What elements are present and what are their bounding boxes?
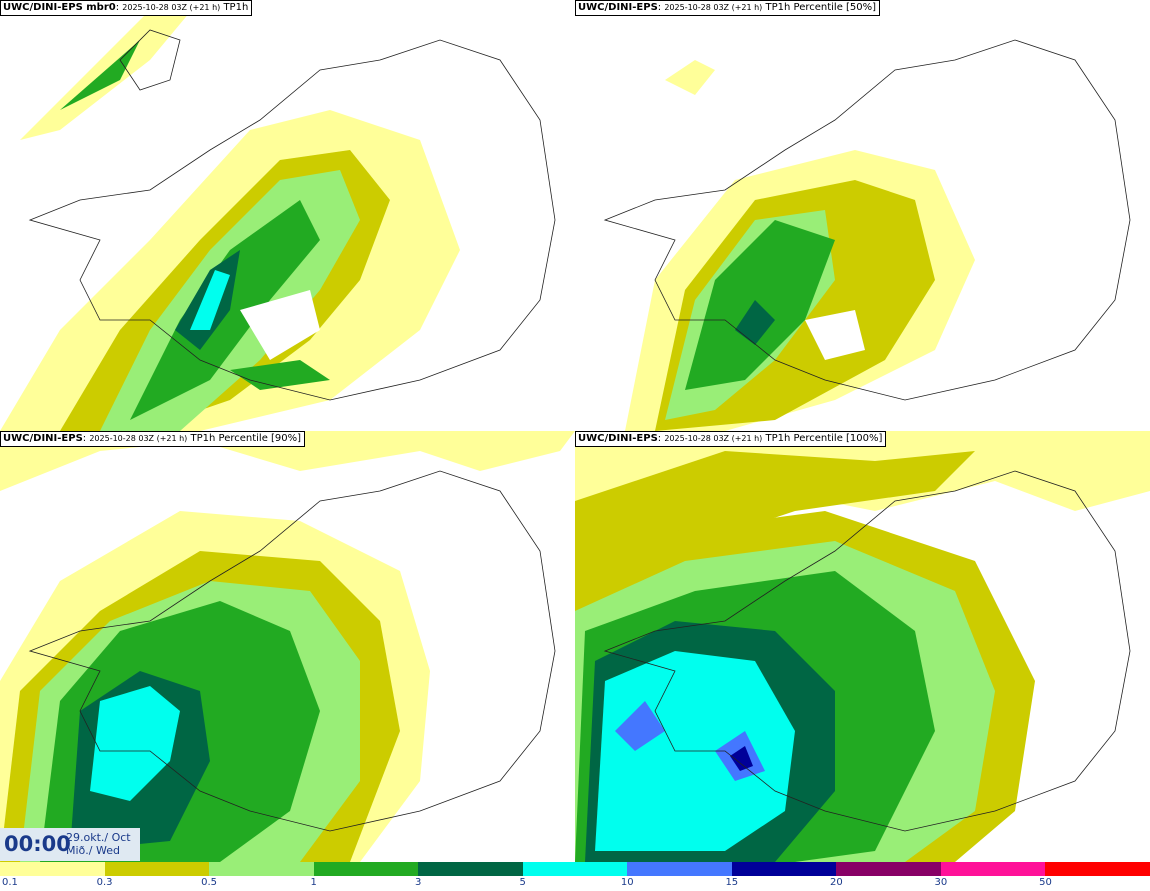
panel-title: UWC/DINI-EPS: 2025-10-28 03Z (+21 h) TP1…: [575, 0, 881, 16]
coastline: [603, 470, 1131, 832]
map-panel-p50: UWC/DINI-EPS: 2025-10-28 03Z (+21 h) TP1…: [575, 0, 1150, 431]
precip-field: [625, 60, 975, 431]
panel-product: TP1h: [223, 2, 249, 13]
colorbar-tick-label: 20: [829, 877, 843, 888]
panel-model: UWC/DINI-EPS: [578, 433, 658, 444]
colorbar-tick-label: 0.5: [201, 877, 218, 888]
panel-model: UWC/DINI-EPS: [578, 2, 658, 13]
precip-map-p50: [603, 39, 1131, 431]
colorbar-tick-label: 5: [519, 877, 526, 888]
colorbar-tick-label: 30: [934, 877, 948, 888]
precip-field: [0, 0, 460, 431]
valid-time-box: 00:00 29.okt./ Oct Mið./ Wed: [0, 828, 140, 861]
coastline: [28, 470, 556, 832]
precip-map-mbr0: [0, 0, 556, 431]
panel-model: UWC/DINI-EPS mbr0: [3, 2, 116, 13]
valid-date-line1: 29.okt./ Oct: [66, 831, 131, 844]
panel-product: TP1h Percentile [90%]: [190, 433, 302, 444]
panel-title: UWC/DINI-EPS: 2025-10-28 03Z (+21 h) TP1…: [575, 431, 887, 447]
valid-time-clock: 00:00: [4, 832, 71, 856]
coastline: [603, 39, 1131, 401]
colorbar-tick-label: 0.1: [2, 877, 18, 888]
panel-title: UWC/DINI-EPS: 2025-10-28 03Z (+21 h) TP1…: [0, 431, 306, 447]
panel-model: UWC/DINI-EPS: [3, 433, 83, 444]
panel-run: 2025-10-28 03Z (+21 h): [664, 434, 763, 443]
panel-run: 2025-10-28 03Z (+21 h): [664, 3, 763, 12]
colorbar-tick-label: 10: [620, 877, 634, 888]
panel-run: 2025-10-28 03Z (+21 h): [89, 434, 188, 443]
colorbar-cell: [209, 862, 315, 876]
valid-time-date: 29.okt./ Oct Mið./ Wed: [66, 831, 131, 857]
precip-field: [0, 431, 575, 862]
valid-date-line2: Mið./ Wed: [66, 844, 120, 857]
colorbar-tick-label: 50: [1039, 877, 1052, 888]
panel-title: UWC/DINI-EPS mbr0: 2025-10-28 03Z (+21 h…: [0, 0, 253, 16]
colorbar-cell: [1045, 862, 1150, 876]
panel-product: TP1h Percentile [100%]: [765, 433, 883, 444]
colorbar-cell: [836, 862, 942, 876]
precip-colorbar: [0, 862, 1150, 876]
colorbar-cell: [418, 862, 524, 876]
colorbar-cell: [940, 862, 1046, 876]
colorbar-tick-label: 3: [414, 877, 422, 888]
map-panel-p100: UWC/DINI-EPS: 2025-10-28 03Z (+21 h) TP1…: [575, 431, 1150, 862]
colorbar-tick-label: 1: [310, 877, 317, 888]
map-panel-p90: UWC/DINI-EPS: 2025-10-28 03Z (+21 h) TP1…: [0, 431, 575, 862]
coastline: [28, 29, 556, 401]
precip-map-p90: [0, 431, 575, 862]
colorbar-cell: [313, 862, 419, 876]
panel-product: TP1h Percentile [50%]: [765, 2, 877, 13]
colorbar-cell: [731, 862, 837, 876]
colorbar-tick-label: 0.3: [96, 877, 113, 888]
colorbar-cell: [627, 862, 733, 876]
colorbar-tick-label: 15: [725, 877, 739, 888]
colorbar-cell: [522, 862, 628, 876]
precip-field: [575, 431, 1150, 862]
colorbar-cell: [104, 862, 210, 876]
panel-run: 2025-10-28 03Z (+21 h): [122, 3, 221, 12]
colorbar-cell: [0, 862, 106, 876]
precip-map-p100: [575, 431, 1150, 862]
map-panel-mbr0: UWC/DINI-EPS mbr0: 2025-10-28 03Z (+21 h…: [0, 0, 575, 431]
